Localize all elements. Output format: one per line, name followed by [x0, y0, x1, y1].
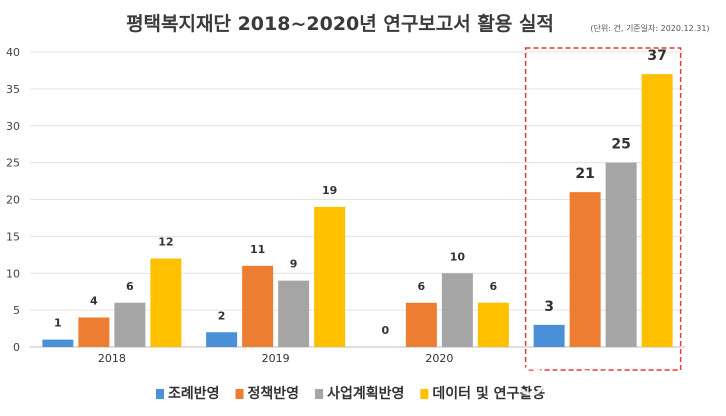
bar: [405, 302, 437, 347]
data-label: 25: [611, 137, 630, 153]
bar: [78, 317, 110, 347]
bar: [206, 332, 238, 347]
watermark-logo-icon: [516, 366, 546, 396]
y-tick-label: 15: [6, 230, 20, 243]
data-label: 6: [418, 280, 426, 293]
data-labels: 1 4 6 12 2 11 9 19 0 6 10 6 3 21 25 37: [54, 48, 667, 337]
data-label: 6: [490, 280, 498, 293]
y-tick-label: 25: [6, 157, 20, 170]
y-tick-label: 20: [6, 194, 20, 207]
bar: [569, 192, 601, 347]
bar: [477, 302, 509, 347]
data-label: 11: [250, 243, 265, 256]
bar: [641, 74, 673, 347]
bar: [441, 273, 473, 347]
watermark-sub: Online to Offline: [636, 398, 701, 406]
legend-label: 사업계획반영: [327, 385, 404, 402]
chart-note: (단위: 건, 기준일자: 2020.12.31): [590, 23, 709, 33]
chart-title: 평택복지재단 2018~2020년 연구보고서 활용 실적: [126, 13, 554, 35]
y-tick-label: 10: [6, 267, 20, 280]
legend-swatch: [235, 389, 244, 399]
data-label: 1: [54, 317, 62, 330]
legend-swatch: [315, 389, 324, 399]
watermark-logo-dot-icon: [527, 377, 535, 385]
data-label: 4: [90, 295, 98, 308]
watermark: 확인이 참하는 신문 뉴스인020 Online to Offline: [516, 353, 701, 406]
legend-label: 조례반영: [168, 385, 220, 402]
bar: [314, 206, 346, 347]
bar: [114, 302, 146, 347]
category-label: 2020: [425, 352, 453, 365]
category-labels: 2018 2019 2020: [98, 352, 454, 365]
data-label: 3: [544, 299, 554, 315]
y-tick-label: 30: [6, 120, 20, 133]
bar: [150, 258, 182, 347]
legend-swatch: [420, 389, 429, 399]
watermark-name: 뉴스인020: [554, 367, 670, 395]
y-tick-label: 35: [6, 83, 20, 96]
data-label: 10: [450, 250, 466, 263]
data-label: 19: [322, 184, 337, 197]
data-label: 6: [126, 280, 134, 293]
data-label: 2: [218, 309, 226, 322]
data-label: 12: [158, 236, 173, 249]
data-label: 37: [647, 48, 666, 64]
bars: [42, 74, 673, 347]
data-label: 0: [382, 324, 390, 337]
grid: [30, 51, 685, 311]
bar: [533, 324, 565, 347]
bar: [42, 339, 74, 347]
bar: [278, 280, 310, 347]
y-tick-label: 40: [6, 46, 20, 59]
category-label: 2018: [98, 352, 126, 365]
y-tick-label: 5: [13, 304, 20, 317]
bar: [242, 265, 274, 347]
watermark-tagline: 확인이 참하는 신문: [556, 353, 637, 366]
data-label: 9: [290, 258, 298, 271]
bar: [605, 162, 637, 347]
legend-label: 데이터 및 연구활용: [432, 385, 545, 402]
legend: 조례반영 정책반영 사업계획반영 데이터 및 연구활용: [156, 385, 545, 402]
highlight-box: [524, 47, 682, 371]
legend-label: 정책반영: [248, 385, 300, 402]
y-tick-label: 0: [13, 341, 20, 354]
data-label: 21: [575, 166, 594, 182]
y-tick-labels: 0 5 10 15 20 25 30 35 40: [6, 46, 20, 354]
legend-swatch: [156, 389, 164, 399]
category-label: 2019: [262, 352, 290, 365]
